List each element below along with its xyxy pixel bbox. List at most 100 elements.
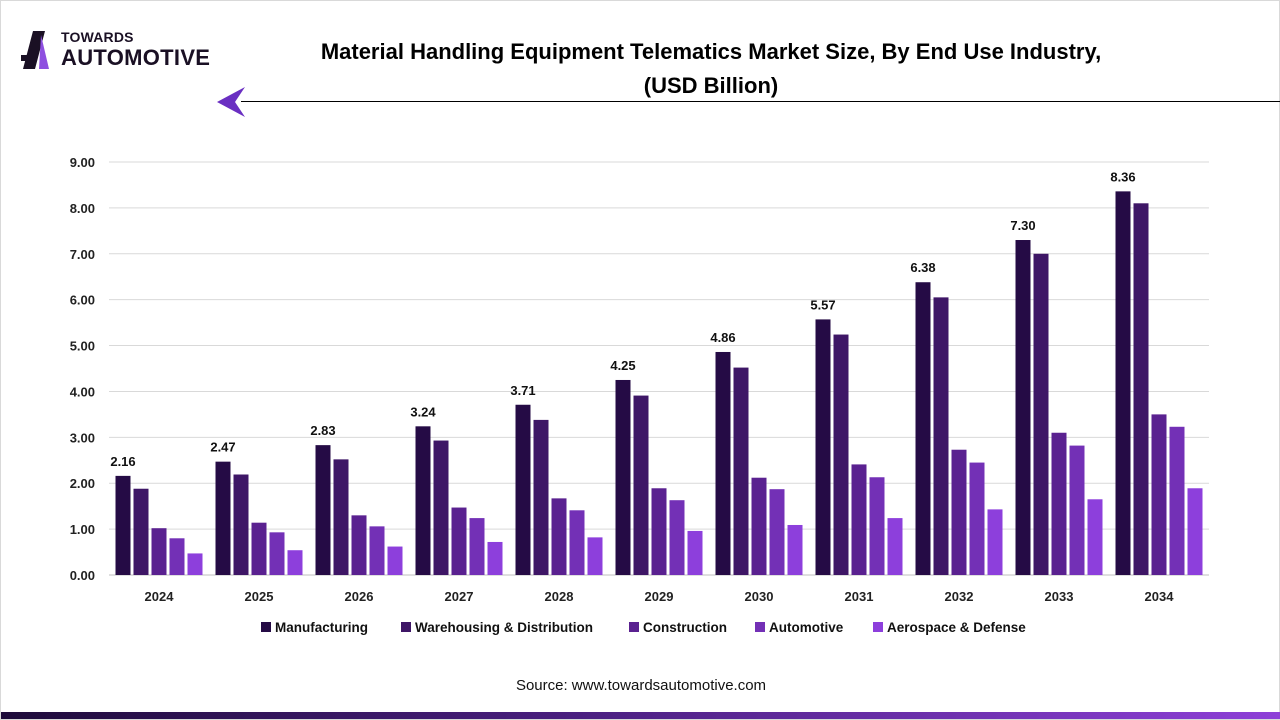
bar-aerospace-defense — [687, 530, 703, 575]
bar-automotive — [169, 538, 185, 575]
bar-warehousing-distribution — [933, 297, 949, 575]
bar-automotive — [969, 462, 985, 575]
bar-automotive — [869, 477, 885, 575]
title-divider — [241, 101, 1280, 102]
bar-construction — [351, 515, 367, 575]
y-tick-label: 2.00 — [70, 476, 95, 491]
brand-line2: AUTOMOTIVE — [61, 45, 211, 70]
bar-aerospace-defense — [587, 537, 603, 575]
x-tick-label: 2025 — [245, 589, 274, 604]
bar-aerospace-defense — [487, 541, 503, 575]
source-note: Source: www.towardsautomotive.com — [515, 677, 767, 694]
bar-construction — [1051, 432, 1067, 575]
bar-manufacturing — [415, 426, 431, 575]
bar-warehousing-distribution — [833, 334, 849, 575]
title-line1: Material Handling Equipment Telematics M… — [320, 39, 1102, 64]
bar-warehousing-distribution — [233, 474, 249, 575]
bar-aerospace-defense — [887, 518, 903, 575]
bar-aerospace-defense — [1187, 488, 1203, 575]
bar-automotive — [569, 510, 585, 575]
bar-manufacturing — [815, 319, 831, 575]
bar-construction — [851, 464, 867, 575]
x-tick-label: 2027 — [445, 589, 474, 604]
bar-warehousing-distribution — [733, 367, 749, 575]
bar-manufacturing — [915, 282, 931, 575]
bar-warehousing-distribution — [433, 440, 449, 575]
x-tick-label: 2034 — [1145, 589, 1175, 604]
legend-label: Aerospace & Defense — [887, 620, 1026, 635]
legend-swatch — [873, 622, 883, 632]
data-label: 8.36 — [1110, 169, 1135, 184]
bar-warehousing-distribution — [633, 395, 649, 575]
bar-manufacturing — [215, 461, 231, 575]
y-tick-label: 1.00 — [70, 522, 95, 537]
bar-construction — [551, 498, 567, 575]
bar-manufacturing — [615, 379, 631, 575]
data-label: 4.25 — [610, 358, 635, 373]
bar-automotive — [1169, 426, 1185, 575]
bar-manufacturing — [515, 404, 531, 575]
footer-band — [1, 712, 1280, 719]
bar-manufacturing — [1115, 191, 1131, 575]
bar-construction — [751, 477, 767, 575]
data-label: 2.16 — [110, 454, 135, 469]
y-tick-label: 6.00 — [70, 293, 95, 308]
bar-aerospace-defense — [1087, 499, 1103, 575]
x-tick-label: 2028 — [545, 589, 574, 604]
title-line2: (USD Billion) — [643, 73, 779, 98]
bar-warehousing-distribution — [333, 459, 349, 575]
bar-automotive — [469, 518, 485, 575]
bar-chart: 0.00 1.00 2.00 3.00 4.00 5.00 6.00 7.00 8.00 9.00… — [70, 155, 1209, 635]
y-tick-label: 4.00 — [70, 384, 95, 399]
x-tick-label: 2030 — [745, 589, 774, 604]
y-tick-label: 0.00 — [70, 568, 95, 583]
y-tick-label: 7.00 — [70, 247, 95, 262]
bar-construction — [651, 488, 667, 575]
bar-aerospace-defense — [287, 550, 303, 575]
brand-logo: TOWARDS AUTOMOTIVE — [21, 29, 231, 71]
bar-construction — [1151, 414, 1167, 575]
bar-warehousing-distribution — [1033, 253, 1049, 575]
x-tick-label: 2031 — [845, 589, 874, 604]
brand-line1: TOWARDS — [61, 29, 134, 45]
data-label: 2.47 — [210, 440, 235, 455]
data-label: 4.86 — [710, 330, 735, 345]
bar-automotive — [669, 500, 685, 575]
data-label: 3.71 — [510, 383, 535, 398]
data-label: 3.24 — [410, 404, 436, 419]
data-label: 5.57 — [810, 297, 835, 312]
logo-mark-icon — [21, 31, 49, 69]
legend-swatch — [629, 622, 639, 632]
legend-swatch — [755, 622, 765, 632]
y-tick-label: 3.00 — [70, 430, 95, 445]
data-label: 2.83 — [310, 423, 335, 438]
legend-label: Manufacturing — [275, 620, 368, 635]
y-tick-label: 9.00 — [70, 155, 95, 170]
bar-construction — [251, 522, 267, 575]
bar-construction — [151, 528, 167, 575]
bar-manufacturing — [115, 475, 131, 575]
bar-aerospace-defense — [387, 546, 403, 575]
bar-warehousing-distribution — [133, 488, 149, 575]
x-tick-label: 2032 — [945, 589, 974, 604]
arrow-left-icon — [217, 87, 245, 117]
chart-title: Material Handling Equipment Telematics M… — [241, 35, 1181, 103]
bar-automotive — [1069, 445, 1085, 575]
bar-manufacturing — [1015, 240, 1031, 575]
bar-automotive — [369, 526, 385, 575]
bar-manufacturing — [715, 351, 731, 575]
legend-label: Warehousing & Distribution — [415, 620, 593, 635]
x-tick-label: 2024 — [145, 589, 175, 604]
bar-manufacturing — [315, 445, 331, 575]
bar-aerospace-defense — [787, 524, 803, 575]
y-tick-label: 8.00 — [70, 201, 95, 216]
y-tick-label: 5.00 — [70, 339, 95, 354]
x-tick-label: 2033 — [1045, 589, 1074, 604]
bar-construction — [951, 449, 967, 575]
legend-swatch — [401, 622, 411, 632]
bar-automotive — [269, 532, 285, 575]
bar-aerospace-defense — [187, 553, 203, 575]
bar-automotive — [769, 489, 785, 575]
legend-swatch — [261, 622, 271, 632]
bar-construction — [451, 507, 467, 575]
